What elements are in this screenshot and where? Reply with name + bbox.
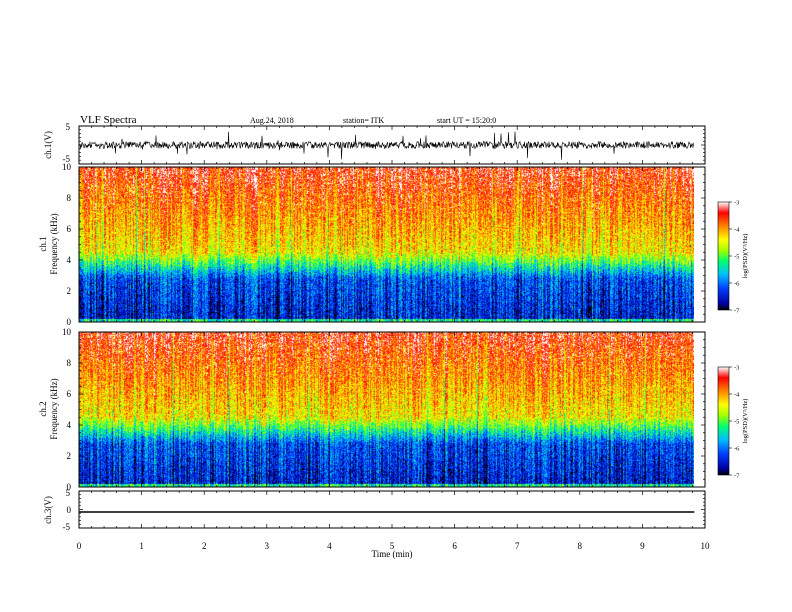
spectrogram-raster [79,332,694,487]
x-tick-label: 1 [139,541,144,551]
x-tick-label: 6 [452,541,457,551]
y-tick-label: 10 [62,327,72,337]
ch1-waveform-ticks [78,125,706,165]
y-tick-label: 0 [67,482,72,492]
x-tick-label: 9 [640,541,645,551]
colorbar-tick-label: -6 [734,446,740,453]
ch1-waveform-ylabel: ch.1(V) [43,131,53,159]
x-axis-tick-labels: 0 1 2 3 4 5 6 7 8 9 10 [77,541,710,551]
station-label: station= ITK [343,116,384,125]
ch1-spectrogram-ticks [78,166,706,323]
y-tick-label: 0 [67,317,72,327]
ch1-spectrogram-panel: 0 2 4 6 8 10 ch.1 Frequency (kHz) [38,162,706,327]
x-tick-label: 4 [327,541,332,551]
colorbar-tick-label: -4 [734,227,740,234]
ch1-waveform-panel: 5 -5 ch.1(V) [43,122,706,165]
ch3-waveform-ticks: 0 [67,490,706,529]
figure-title: VLF Spectra [80,114,137,126]
ch2-spectrogram-image [79,332,694,487]
ch1-colorbar-ticks: -3 -4 -5 -6 -7 [729,200,740,315]
y-tick-label: 10 [62,162,72,172]
ch1-waveform-line [79,131,695,160]
x-axis-label: Time (min) [372,549,413,559]
y-tick-label: 4 [67,420,72,430]
y-tick-label: 8 [67,358,72,368]
ch1-waveform-trace [79,131,695,160]
ch2-colorbar-ticks: -3 -4 -5 -6 -7 [729,365,740,480]
colorbar-tick-label: -5 [734,254,739,261]
date-label: Aug.24, 2018 [250,116,294,125]
colorbar-tick-label: -4 [734,392,740,399]
ch3-ytick-5: 5 [66,488,71,498]
ch3-ytick-0: 0 [67,505,72,515]
y-tick-label: 2 [67,286,72,296]
colorbar-tick-label: -7 [734,308,740,315]
ch2-spectrogram-panel: 0 2 4 6 8 10 ch.2 Frequency (kHz) [38,327,706,492]
y-tick-label: 6 [67,224,72,234]
ch2-colorbar: -3 -4 -5 -6 -7 log(PSD)(V²/Hz) [717,365,749,480]
colorbar-tick-label: -7 [734,473,740,480]
ch2-colorbar-gradient [717,366,730,476]
x-tick-label: 5 [390,541,395,551]
ch3-ytick-neg5: -5 [63,522,71,532]
y-tick-label: 2 [67,451,72,461]
y-tick-label: 4 [67,255,72,265]
ch1-spectrogram-ylabel-frequency: Frequency (kHz) [49,213,59,274]
spectrogram-raster [79,167,694,322]
ch1-spectrogram-ylabel-channel: ch.1 [38,236,48,251]
ch2-spectrogram-ylabel-channel: ch.2 [38,401,48,416]
colorbar-tick-label: -5 [734,419,739,426]
ch1-spectrogram-image [79,167,694,322]
ch2-colorbar-label: log(PSD)(V²/Hz) [742,399,749,444]
ch2-spectrogram-ylabel-frequency: Frequency (kHz) [49,378,59,439]
y-tick-label: 8 [67,193,72,203]
colorbar-tick-label: -6 [734,281,740,288]
ch2-spectrogram-ticks [78,331,706,488]
start-ut-label: start UT = 15:20:0 [437,116,496,125]
ch1-ytick-neg5: -5 [63,154,71,164]
x-tick-label: 7 [515,541,520,551]
x-tick-label: 10 [701,541,711,551]
colorbar-tick-label: -3 [734,200,739,207]
ch3-waveform-ylabel: ch.3(V) [43,496,53,524]
ch1-ytick-5: 5 [66,122,71,132]
ch2-spectrogram-yticklabels: 0 2 4 6 8 10 [62,327,72,492]
x-tick-label: 8 [578,541,583,551]
x-tick-label: 2 [202,541,207,551]
ch1-colorbar: -3 -4 -5 -6 -7 log(PSD)(V²/Hz) [717,200,749,315]
x-tick-label: 0 [77,541,82,551]
y-tick-label: 6 [67,389,72,399]
ch1-spectrogram-yticklabels: 0 2 4 6 8 10 [62,162,72,327]
colorbar-tick-label: -3 [734,365,739,372]
ch3-waveform-panel: 0 5 -5 ch.3(V) [43,488,706,532]
ch1-colorbar-gradient [717,201,730,311]
x-tick-label: 3 [265,541,270,551]
ch1-colorbar-label: log(PSD)(V²/Hz) [742,234,749,279]
